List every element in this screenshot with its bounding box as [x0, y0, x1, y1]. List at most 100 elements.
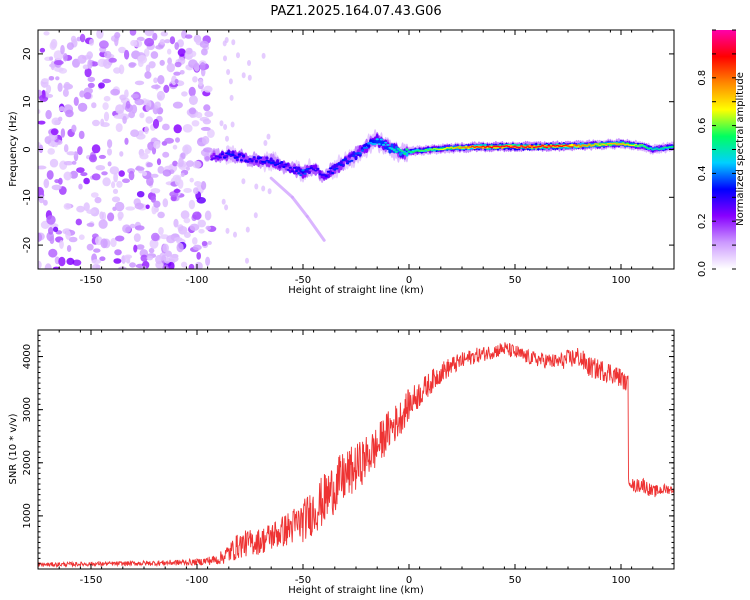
noise-speckle [129, 223, 136, 229]
noise-speckle [261, 52, 266, 59]
ridge-cell [511, 146, 515, 148]
noise-speckle [192, 76, 198, 83]
ridge-cell [365, 147, 369, 154]
noise-speckle [129, 262, 136, 268]
noise-speckle [193, 187, 199, 195]
noise-speckle [267, 188, 272, 195]
ridge-cell [324, 175, 328, 178]
x-tick-label: 50 [509, 575, 522, 586]
noise-speckle [162, 198, 169, 208]
noise-speckle [50, 128, 59, 136]
ridge-cell [254, 160, 258, 162]
snr-frame [37, 329, 675, 570]
noise-speckle [48, 76, 55, 81]
ridge-cell [458, 147, 462, 150]
noise-speckle [150, 51, 159, 59]
noise-speckle [102, 78, 112, 84]
ridge-cell [360, 149, 364, 152]
noise-speckle [122, 115, 127, 124]
ridge-cell [382, 144, 386, 151]
noise-speckle [99, 211, 104, 220]
noise-speckle [186, 166, 190, 171]
noise-speckle [99, 256, 106, 262]
noise-speckle [183, 232, 191, 238]
noise-speckle [124, 89, 129, 98]
noise-speckle [112, 188, 119, 194]
snr-series-line [37, 342, 675, 569]
noise-speckle [149, 238, 159, 249]
noise-speckle [114, 201, 125, 212]
ridge-cell [579, 145, 583, 148]
ridge-cell [352, 154, 356, 157]
noise-speckle [52, 266, 60, 269]
ridge-cell [636, 145, 640, 147]
noise-speckle [84, 67, 92, 78]
noise-speckle [144, 71, 152, 79]
noise-speckle [188, 59, 198, 69]
noise-speckle [50, 38, 58, 49]
noise-speckle [77, 102, 88, 112]
colorbar-label: Normalized spectral amplitude [735, 72, 746, 226]
noise-speckle [245, 257, 249, 264]
noise-speckle [115, 104, 125, 114]
ridge-cell [577, 144, 581, 146]
tail-segment [290, 195, 309, 218]
ridge-cell [570, 146, 574, 148]
noise-speckle [59, 240, 64, 249]
noise-speckle [77, 146, 83, 156]
ridge-cell [259, 156, 263, 159]
noise-speckle [162, 169, 172, 177]
noise-speckle [225, 227, 230, 234]
noise-speckle [146, 162, 153, 168]
y-tick-label: 1000 [22, 503, 33, 528]
ridge-cell [271, 161, 275, 164]
noise-speckle [43, 31, 50, 36]
noise-speckle [188, 95, 198, 106]
noise-speckle [156, 90, 165, 101]
ridge-cell [318, 170, 322, 175]
ridge-cell [468, 146, 473, 148]
noise-speckle [173, 124, 182, 134]
ridge-cell [239, 159, 244, 162]
noise-speckle [92, 263, 101, 269]
noise-speckle [166, 235, 176, 244]
ridge-cell [572, 144, 577, 146]
noise-speckle [223, 55, 227, 62]
noise-speckle [134, 98, 145, 106]
ridge-cell [295, 170, 299, 172]
snr-marks [37, 342, 675, 569]
noise-speckle [98, 219, 108, 229]
noise-speckle [174, 237, 183, 242]
ridge-cell [322, 173, 326, 177]
noise-speckle [65, 229, 71, 240]
x-tick-label: 0 [406, 575, 412, 586]
noise-speckle [222, 40, 227, 47]
noise-speckle [49, 158, 59, 168]
ridge-cell [418, 150, 422, 152]
x-tick-label: -50 [295, 275, 311, 286]
noise-speckle [114, 249, 122, 256]
noise-speckle [86, 209, 97, 215]
noise-speckle [114, 36, 119, 47]
x-tick-label: 0 [406, 275, 412, 286]
ridge-cell [276, 163, 280, 166]
ridge-cell [212, 157, 216, 160]
ridge-cell [589, 145, 593, 147]
noise-speckle [134, 225, 145, 231]
noise-speckle [162, 243, 169, 253]
noise-speckle [188, 199, 196, 210]
noise-speckle [159, 39, 166, 45]
noise-speckle [174, 42, 179, 50]
ridge-cell [462, 146, 466, 148]
noise-speckle [198, 229, 205, 234]
ridge-cell [623, 144, 627, 146]
noise-speckle [100, 238, 108, 249]
noise-speckle [192, 160, 202, 169]
noise-speckle [172, 101, 183, 109]
ridge-cell [653, 148, 657, 150]
ridge-cell [373, 143, 377, 145]
ridge-cell [367, 144, 371, 148]
